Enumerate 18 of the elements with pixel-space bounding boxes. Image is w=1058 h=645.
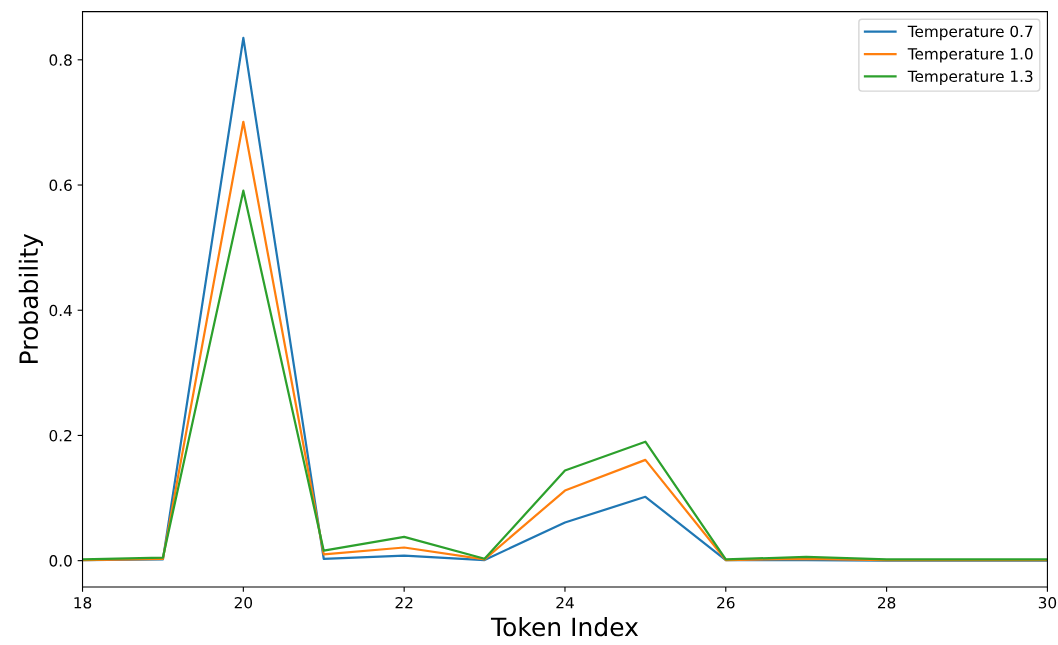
line-series [82, 189, 1048, 561]
legend-label: Temperature 1.0 [907, 48, 1033, 63]
y-tick-label: 0.4 [49, 304, 72, 317]
x-tick-label: 24 [556, 596, 574, 609]
x-axis-title: Token Index [490, 617, 639, 637]
y-tick-label: 0.0 [49, 555, 72, 567]
x-tick-label: 28 [878, 596, 896, 609]
x-tick-label: 22 [395, 596, 413, 609]
y-tick-label: 0.2 [49, 429, 72, 442]
y-axis-title: Probability [18, 233, 43, 363]
legend-label: Temperature 1.3 [907, 70, 1033, 85]
x-tick-label: 18 [74, 596, 92, 609]
legend-label: Temperature 0.7 [907, 25, 1033, 41]
x-tick-label: 26 [717, 596, 735, 609]
x-tick-label: 20 [234, 596, 253, 609]
x-tick-label: 30 [1038, 596, 1057, 609]
y-tick-label: 0.6 [49, 179, 72, 192]
y-tick-label: 0.8 [49, 54, 72, 66]
